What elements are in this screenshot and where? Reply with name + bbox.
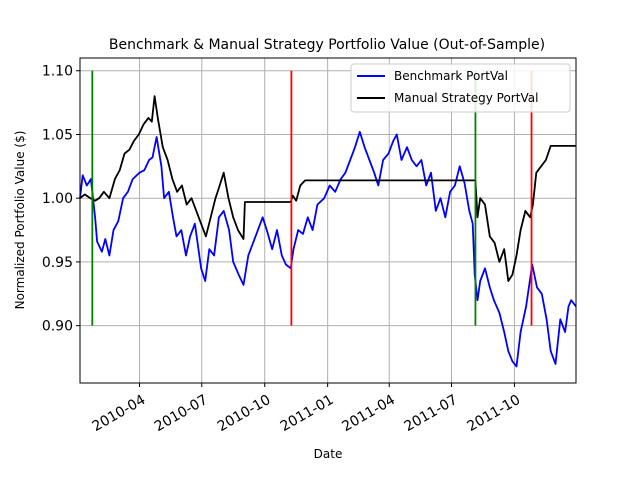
x-axis-label: Date bbox=[314, 447, 343, 461]
x-tick-label: 2011-10 bbox=[465, 392, 524, 435]
y-tick-label: 0.95 bbox=[42, 255, 73, 271]
y-tick-label: 1.00 bbox=[42, 191, 73, 207]
signal-lines-layer bbox=[91, 70, 533, 326]
legend-label-benchmark: Benchmark PortVal bbox=[394, 69, 508, 83]
y-tick-label: 1.05 bbox=[42, 127, 73, 143]
benchmark-line bbox=[79, 130, 577, 368]
manual-strategy-line bbox=[79, 95, 576, 282]
y-tick-label: 0.90 bbox=[42, 319, 73, 335]
x-tick-label: 2011-01 bbox=[278, 392, 337, 435]
x-tick-label: 2010-10 bbox=[215, 392, 274, 435]
x-axis: 2010-04 2010-07 2010-10 2011-01 2011-04 2011-… bbox=[90, 383, 524, 435]
x-tick-label: 2010-07 bbox=[152, 392, 211, 435]
y-axis: 0.90 0.95 1.00 1.05 1.10 bbox=[42, 64, 80, 335]
y-axis-label: Normalized Portfolio Value ($) bbox=[13, 131, 27, 310]
legend-box bbox=[350, 63, 571, 113]
x-tick-label: 2011-04 bbox=[339, 392, 398, 435]
x-tick-label: 2010-04 bbox=[90, 392, 149, 435]
legend: Benchmark PortVal Manual Strategy PortVa… bbox=[350, 63, 571, 113]
chart-title: Benchmark & Manual Strategy Portfolio Va… bbox=[109, 37, 545, 53]
y-tick-label: 1.10 bbox=[42, 64, 73, 80]
series-layer bbox=[79, 95, 577, 368]
x-tick-label: 2011-07 bbox=[402, 392, 461, 435]
legend-label-manual: Manual Strategy PortVal bbox=[394, 91, 538, 105]
